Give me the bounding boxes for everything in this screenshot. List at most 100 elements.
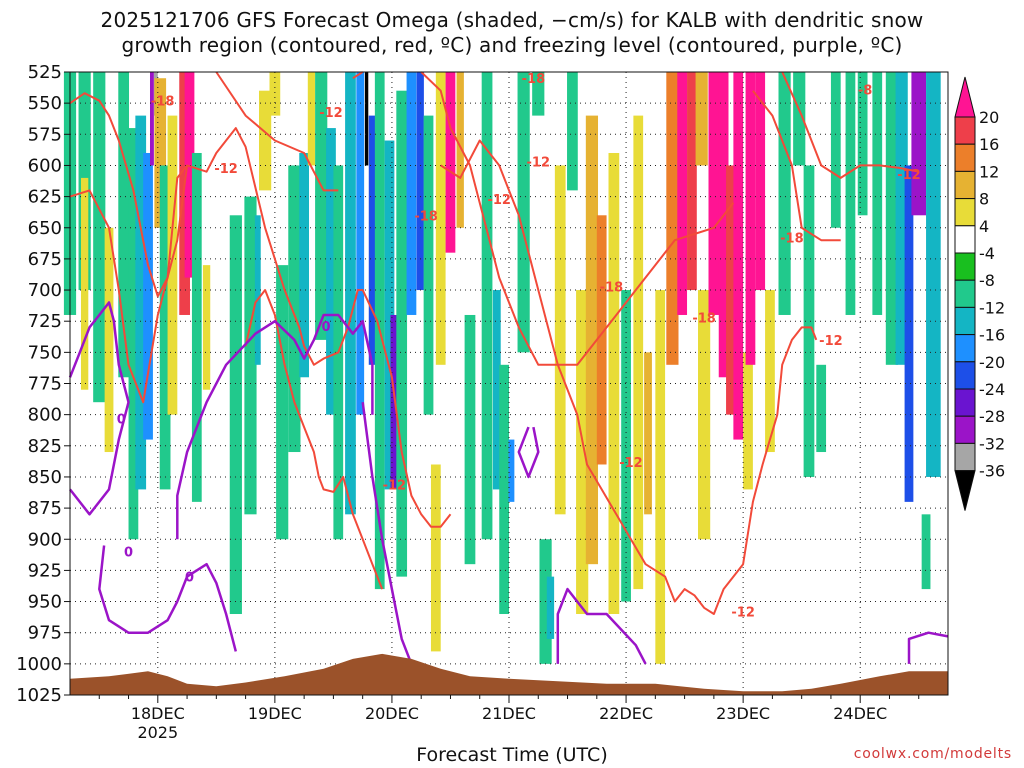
contour-label-15: -8 [858,83,872,98]
colorbar: 20 16 12 8 4 -4 -8 -12 -16 -20 -24 -28 -32 -36 [954,76,1005,511]
omega-column-20 [254,215,261,365]
colorbar-top-arrow [954,76,976,118]
omega-column-21 [259,90,272,191]
omega-column-64 [666,72,679,365]
omega-column-88 [911,72,927,216]
colorbar-segment-13 [954,442,976,472]
omega-column-69 [708,72,720,315]
chart-title-line-2: growth region (contoured, red, ºC) and f… [121,33,903,57]
colorbar-segment-3 [954,170,976,200]
y-tick-label-975: 975 [28,623,62,644]
omega-column-35 [384,140,395,490]
freezing-contour-3 [176,562,238,652]
omega-column-74 [745,72,756,365]
x-year-label: 2025 [137,723,178,742]
y-tick-label-550: 550 [28,93,62,114]
y-tick-label-725: 725 [28,311,62,332]
colorbar-label-8: -16 [979,326,1005,345]
contour-label-3: 0 [322,320,331,335]
contour-label-12: -12 [731,606,755,621]
colorbar-label-13: -36 [979,462,1005,481]
omega-column-75 [755,72,766,291]
y-tick-label-750: 750 [28,342,62,363]
omega-column-50 [517,72,530,353]
omega-column-77 [778,72,791,315]
contour-label-4: -18 [414,209,438,224]
credit-text: coolwx.com/modelts [853,746,1012,762]
omega-column-26 [307,72,316,166]
omega-column-49 [508,439,515,502]
omega-column-31 [356,72,365,415]
omega-column-51 [532,72,545,116]
omega-column-82 [845,72,856,315]
y-tick-label-950: 950 [28,592,62,613]
omega-column-7 [135,115,147,490]
contour-label-0: -18 [151,95,175,110]
colorbar-label-5: -4 [979,244,995,263]
omega-column-25 [299,152,310,378]
freezing-contour-4 [361,402,413,665]
colorbar-segment-5 [954,225,976,254]
omega-column-19 [244,196,257,515]
omega-column-53 [546,576,555,639]
dendritic-contour-5 [420,71,735,366]
contour-label-13: -18 [780,232,804,247]
contour-label-1: -12 [214,162,238,177]
omega-column-28 [326,128,336,415]
omega-column-33 [368,115,377,365]
omega-column-57 [585,115,599,565]
omega-column-9 [149,72,154,166]
x-axis: 18DEC 19DEC 20DEC 21DEC 22DEC 23DEC 24DEC 2025 [98,695,920,742]
freezing-contour-2 [176,313,374,540]
omega-column-46 [481,72,493,540]
omega-column-68 [698,290,711,540]
plot-area [63,72,948,695]
colorbar-segment-8 [954,306,976,336]
omega-column-70 [718,72,729,378]
omega-column-45 [464,314,476,565]
contour-label-5: -12 [383,478,407,493]
y-tick-label-775: 775 [28,374,62,395]
dendritic-contour-6 [781,71,919,179]
contour-label-7: -18 [522,72,546,87]
omega-column-90 [926,72,941,477]
colorbar-segment-4 [954,198,976,227]
contour-label-17: 0 [117,412,126,427]
dendritic-contour-2 [215,71,339,192]
omega-column-8 [143,152,153,440]
contour-label-6: -12 [487,193,511,208]
omega-column-15 [184,72,195,278]
freezing-contour-7 [907,631,949,664]
colorbar-segment-12 [954,415,976,444]
dendritic-contour-0 [69,92,452,528]
omega-column-79 [803,165,815,477]
colorbar-label-9: -20 [979,353,1005,372]
colorbar-label-10: -24 [979,380,1005,399]
x-axis-title-text: Forecast Time (UTC) [416,744,608,766]
y-axis: 525 550 575 600 625 650 675 700 725 750 775 800 825 8… [16,62,70,706]
omega-column-44 [456,72,464,228]
contour-label-10: -18 [692,311,716,326]
omega-column-37 [396,90,408,577]
omega-column-24 [288,165,301,453]
colorbar-segment-2 [954,143,976,172]
omega-column-6 [128,128,139,540]
omega-column-73 [743,352,753,490]
colorbar-label-0: 20 [979,108,999,127]
omega-column-38 [406,72,417,315]
freezing-contour-6 [556,587,647,665]
contour-label-layer: -18 -12 -12 0 -18 -12 -12 -18 -12 -18 -18 -12 -12 -18… [117,72,921,620]
y-tick-label-525: 525 [28,62,62,83]
y-tick-label-650: 650 [28,218,62,239]
omega-column-56 [576,290,589,615]
colorbar-segment-10 [954,361,976,390]
colorbar-segment-9 [954,334,976,363]
y-tick-label-625: 625 [28,187,62,208]
contour-label-8: -12 [527,156,551,171]
y-tick-label-600: 600 [28,155,62,176]
y-tick-label-700: 700 [28,280,62,301]
contour-label-14: -12 [819,334,843,349]
omega-column-30 [345,72,356,515]
dendritic-contour-3 [352,71,364,80]
omega-column-47 [492,290,501,490]
